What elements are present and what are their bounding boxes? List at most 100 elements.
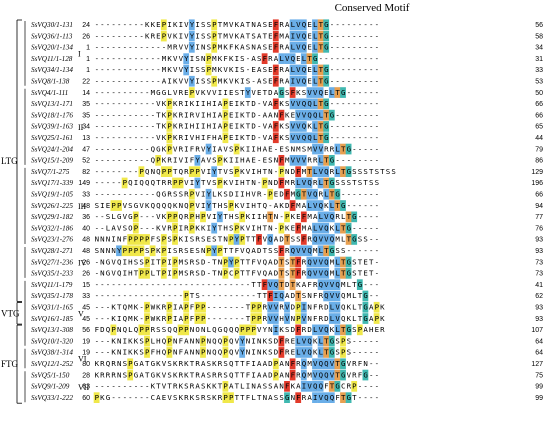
alignment-row: SsVQ27/1-236 26- N G V Q I H S S P I T P I P M S R S D - T N P Y P… — [31, 257, 543, 266]
sequence-label: SsVQ30/1-131 — [31, 21, 73, 29]
residue: Q — [134, 325, 139, 334]
residue: R — [302, 393, 307, 402]
residue: Y — [190, 20, 195, 29]
residue: P — [341, 348, 346, 357]
sequence-label: SsVQ32/1-186 — [31, 224, 73, 232]
residue: - — [347, 133, 351, 142]
residue: - — [358, 31, 362, 40]
residue-highlight — [300, 75, 307, 87]
residue-highlight — [323, 177, 330, 189]
residue: G — [347, 325, 351, 334]
alignment-row: SsVQ19/1-105 33- - - - - - - - - - - Q G R S S R P V I Y L K S D I… — [31, 190, 543, 199]
residue: T — [330, 382, 335, 391]
residue: P — [218, 156, 223, 165]
start-position: 14 — [82, 90, 90, 97]
residue: - — [123, 99, 127, 108]
residue: F — [302, 212, 307, 221]
start-position: 33 — [82, 192, 90, 199]
residue: S — [352, 269, 356, 278]
residue: I — [251, 167, 255, 176]
residue: - — [139, 314, 143, 323]
residue: - — [100, 65, 104, 74]
alignment-row: SsVQ34/1-134 1- - - - - - - - - - - - M K V V Y I S S P M K V K I S… — [31, 65, 543, 74]
residue-highlight — [149, 245, 156, 257]
residue: - — [341, 190, 345, 199]
residue: M — [162, 65, 167, 74]
residue-highlight — [216, 211, 223, 223]
residue: S — [386, 167, 390, 176]
residue: D — [229, 190, 233, 199]
residue: P — [229, 235, 234, 244]
residue: - — [235, 291, 239, 300]
residue: - — [156, 54, 160, 63]
residue: R — [179, 144, 184, 153]
residue: Q — [263, 269, 268, 278]
residue: Q — [212, 325, 217, 334]
residue: - — [117, 110, 121, 119]
residue-highlight — [261, 53, 268, 64]
residue-highlight — [345, 392, 352, 403]
residue-highlight — [323, 19, 330, 31]
residue: P — [190, 167, 195, 176]
residue: F — [279, 156, 284, 165]
residue-highlight — [144, 256, 150, 268]
residue: - — [95, 303, 99, 312]
residue: Q — [218, 336, 223, 345]
residue: P — [184, 303, 189, 312]
residue: A — [302, 201, 307, 210]
residue: - — [117, 291, 121, 300]
residue-highlight — [340, 222, 346, 234]
residue: T — [145, 370, 150, 379]
residue: M — [179, 257, 184, 266]
residue-highlight — [284, 211, 290, 223]
residue: S — [285, 144, 289, 153]
residue: - — [111, 99, 115, 108]
residue: S — [263, 20, 267, 29]
residue: - — [375, 77, 379, 86]
residue: - — [173, 291, 177, 300]
residue: O — [128, 223, 133, 232]
residue: T — [352, 178, 357, 187]
residue: Y — [218, 212, 223, 221]
residue: V — [313, 269, 318, 278]
residue-highlight — [334, 87, 341, 98]
residue: K — [179, 393, 184, 402]
sequence-label: SsVQ19/1-105 — [31, 191, 73, 199]
residue-highlight — [300, 301, 307, 313]
residue: A — [268, 133, 273, 142]
residue-highlight — [300, 347, 307, 358]
residue: Y — [190, 31, 195, 40]
residue-highlight — [289, 53, 296, 64]
residue: N — [195, 336, 199, 345]
residue: A — [279, 359, 284, 368]
end-position: 76 — [535, 225, 543, 232]
residue: V — [117, 223, 122, 232]
residue-highlight — [295, 245, 302, 257]
residue: C — [341, 382, 345, 391]
residue: - — [341, 20, 345, 29]
residue: K — [324, 201, 329, 210]
residue: - — [134, 88, 138, 97]
residue-highlight — [295, 222, 302, 234]
residue-highlight — [328, 290, 335, 302]
residue: - — [145, 280, 149, 289]
residue: A — [240, 31, 245, 40]
residue: E — [268, 20, 272, 29]
residue: V — [162, 382, 167, 391]
residue-highlight — [172, 234, 178, 245]
residue: D — [201, 269, 205, 278]
residue: - — [369, 99, 373, 108]
residue: - — [347, 20, 351, 29]
sequence-label: SsVQ11/1-128 — [31, 55, 73, 63]
residue: - — [139, 88, 143, 97]
residue: V — [285, 54, 290, 63]
residue: - — [106, 77, 110, 86]
residue: G — [347, 167, 351, 176]
residue-highlight — [300, 177, 307, 189]
residue: S — [347, 348, 351, 357]
residue: I — [251, 370, 255, 379]
residue: P — [268, 190, 273, 199]
residue: K — [156, 246, 161, 255]
residue: - — [347, 156, 351, 165]
residue: P — [173, 257, 178, 266]
